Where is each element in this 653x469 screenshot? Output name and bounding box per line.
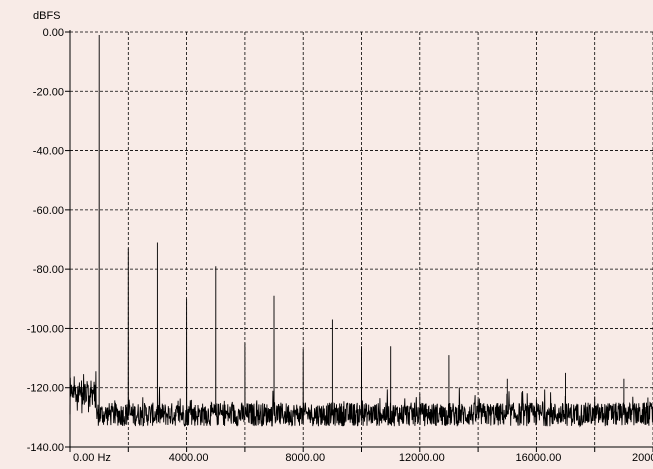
harmonic-peak-point xyxy=(360,345,363,348)
harmonic-peak-point xyxy=(185,297,188,300)
x-tick-label: 12000.00 xyxy=(399,452,445,464)
harmonic-peak-point xyxy=(593,395,596,398)
y-tick-label: -120.00 xyxy=(27,383,64,395)
y-tick-label: -80.00 xyxy=(33,264,64,276)
y-tick-label: -60.00 xyxy=(33,205,64,217)
y-tick-label: -20.00 xyxy=(33,86,64,98)
harmonic-peak-point xyxy=(622,377,625,380)
x-tick-label: 0.00 Hz xyxy=(73,452,111,464)
harmonic-peak-point xyxy=(156,241,159,244)
y-tick-label: -100.00 xyxy=(27,323,64,335)
harmonic-peak-point xyxy=(331,318,334,321)
harmonic-peak-point xyxy=(69,282,72,285)
harmonic-peak-point xyxy=(302,348,305,351)
x-tick-labels: 0.00 Hz 4000.00 8000.00 12000.00 16000.00 200… xyxy=(73,452,653,464)
harmonic-peak-point xyxy=(477,398,480,401)
spectrum-trace xyxy=(69,34,653,428)
x-tick-label: 8000.00 xyxy=(285,452,325,464)
harmonic-peak-point xyxy=(127,247,130,250)
harmonic-peak-point xyxy=(273,294,276,297)
y-axis-unit-label: dBFS xyxy=(33,10,61,22)
harmonic-peak-point xyxy=(418,392,421,395)
harmonic-peak-point xyxy=(564,371,567,374)
harmonic-peak-point xyxy=(506,377,509,380)
y-tick-label: -40.00 xyxy=(33,146,64,158)
harmonic-peak-point xyxy=(214,265,217,268)
x-tick-label: 4000.00 xyxy=(169,452,209,464)
harmonic-peak-point xyxy=(389,345,392,348)
harmonic-peak-point xyxy=(98,33,101,36)
x-tick-label: 20000.00 xyxy=(632,452,653,464)
spectrum-series xyxy=(69,33,653,428)
harmonic-peak-point xyxy=(243,342,246,345)
harmonic-peak-point xyxy=(535,398,538,401)
axes xyxy=(65,30,653,452)
y-tick-label: -140.00 xyxy=(27,442,64,454)
y-tick-label: 0.00 xyxy=(43,27,64,39)
harmonic-peak-point xyxy=(447,354,450,357)
y-tick-labels: 0.00 -20.00 -40.00 -60.00 -80.00 -100.00 -120.… xyxy=(27,27,64,454)
x-tick-label: 16000.00 xyxy=(515,452,561,464)
